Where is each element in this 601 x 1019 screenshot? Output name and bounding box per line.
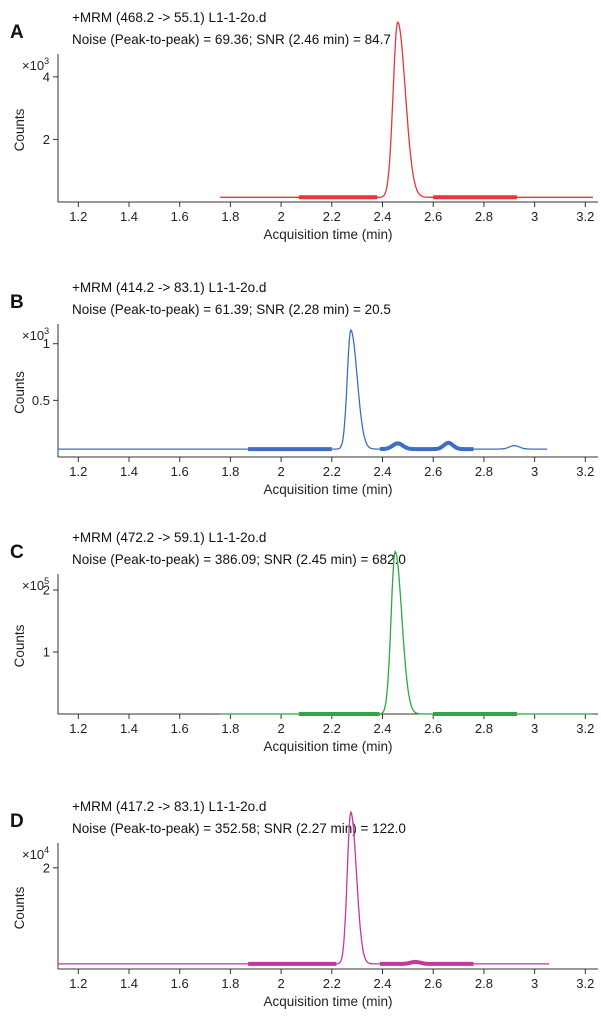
chart-title: +MRM (472.2 -> 59.1) L1-1-2o.d — [72, 530, 266, 545]
chart-panel-c: C +MRM (472.2 -> 59.1) L1-1-2o.d Noise (Pe… — [0, 508, 601, 762]
x-tick-label: 1.6 — [171, 464, 189, 479]
y-multiplier: ×103 — [22, 326, 49, 343]
x-tick-label: 1.2 — [69, 209, 87, 224]
y-multiplier: ×104 — [22, 845, 49, 862]
x-tick-label: 3.2 — [576, 209, 594, 224]
x-tick-label: 1.6 — [171, 209, 189, 224]
y-tick-label: 2 — [43, 860, 50, 875]
x-tick-label: 3 — [531, 209, 538, 224]
x-tick-label: 2 — [277, 721, 284, 736]
x-tick-label: 1.8 — [221, 464, 239, 479]
x-tick-label: 3.2 — [576, 464, 594, 479]
x-tick-label: 2.6 — [424, 721, 442, 736]
y-axis-title: Counts — [12, 371, 27, 414]
x-tick-label: 2.6 — [424, 976, 442, 991]
x-tick-label: 2 — [277, 209, 284, 224]
y-multiplier: ×105 — [22, 576, 49, 593]
x-tick-label: 2.4 — [373, 209, 391, 224]
x-tick-label: 2.2 — [323, 464, 341, 479]
x-tick-label: 2.2 — [323, 976, 341, 991]
x-tick-label: 1.6 — [171, 721, 189, 736]
chart-c-svg: C +MRM (472.2 -> 59.1) L1-1-2o.d Noise (Pe… — [10, 530, 598, 754]
x-tick-label: 1.8 — [221, 209, 239, 224]
chart-subtitle: Noise (Peak-to-peak) = 386.09; SNR (2.45… — [72, 552, 406, 567]
panel-letter: C — [10, 542, 24, 563]
y-tick-label: 1 — [43, 645, 50, 660]
chart-panel-a: A +MRM (468.2 -> 55.1) L1-1-2o.d Noise (Pe… — [0, 0, 601, 254]
x-tick-label: 3 — [531, 976, 538, 991]
y-axis-title: Counts — [12, 886, 27, 929]
x-tick-label: 2 — [277, 976, 284, 991]
chart-d-svg: D +MRM (417.2 -> 83.1) L1-1-2o.d Noise (Pe… — [10, 799, 598, 1009]
y-multiplier: ×103 — [22, 56, 49, 73]
x-tick-label: 1.4 — [120, 976, 138, 991]
y-tick-label: 2 — [43, 583, 50, 598]
x-tick-label: 2 — [277, 464, 284, 479]
x-tick-label: 1.8 — [221, 721, 239, 736]
x-tick-label: 1.4 — [120, 721, 138, 736]
x-axis-title: Acquisition time (min) — [263, 227, 392, 242]
x-tick-label: 3 — [531, 464, 538, 479]
y-axis-title: Counts — [12, 108, 27, 151]
x-tick-label: 2.4 — [373, 976, 391, 991]
x-tick-label: 1.2 — [69, 976, 87, 991]
noise-region — [379, 440, 474, 452]
chart-title: +MRM (468.2 -> 55.1) L1-1-2o.d — [72, 10, 266, 25]
chart-a-svg: A +MRM (468.2 -> 55.1) L1-1-2o.d Noise (Pe… — [10, 10, 598, 242]
chart-subtitle: Noise (Peak-to-peak) = 69.36; SNR (2.46 … — [72, 32, 391, 47]
x-tick-label: 2.4 — [373, 721, 391, 736]
x-tick-label: 1.2 — [69, 721, 87, 736]
chart-title: +MRM (417.2 -> 83.1) L1-1-2o.d — [72, 799, 266, 814]
x-tick-label: 1.2 — [69, 464, 87, 479]
chart-panel-b: B +MRM (414.2 -> 83.1) L1-1-2o.d Noise (Pe… — [0, 254, 601, 508]
x-tick-label: 2.6 — [424, 464, 442, 479]
series-trace — [220, 550, 593, 715]
series-trace — [220, 21, 593, 198]
x-tick-label: 1.6 — [171, 976, 189, 991]
panel-letter: D — [10, 811, 24, 832]
y-axis-title: Counts — [12, 624, 27, 667]
x-tick-label: 1.8 — [221, 976, 239, 991]
x-axis-title: Acquisition time (min) — [263, 739, 392, 754]
x-tick-label: 3.2 — [576, 721, 594, 736]
chart-b-svg: B +MRM (414.2 -> 83.1) L1-1-2o.d Noise (Pe… — [10, 280, 598, 497]
chart-panel-d: D +MRM (417.2 -> 83.1) L1-1-2o.d Noise (Pe… — [0, 762, 601, 1016]
x-tick-label: 2.8 — [475, 721, 493, 736]
x-tick-label: 2.2 — [323, 721, 341, 736]
series-trace — [58, 328, 547, 450]
x-tick-label: 2.2 — [323, 209, 341, 224]
y-tick-label: 4 — [43, 69, 50, 84]
x-tick-label: 1.4 — [120, 464, 138, 479]
x-tick-label: 3 — [531, 721, 538, 736]
x-axis-title: Acquisition time (min) — [263, 994, 392, 1009]
x-axis-title: Acquisition time (min) — [263, 482, 392, 497]
x-tick-label: 2.8 — [475, 976, 493, 991]
x-tick-label: 1.4 — [120, 209, 138, 224]
y-tick-label: 0.5 — [32, 393, 50, 408]
y-tick-label: 2 — [43, 132, 50, 147]
chart-subtitle: Noise (Peak-to-peak) = 352.58; SNR (2.27… — [72, 821, 406, 836]
y-tick-label: 1 — [43, 336, 50, 351]
x-tick-label: 3.2 — [576, 976, 594, 991]
x-tick-label: 2.8 — [475, 464, 493, 479]
panel-letter: B — [10, 292, 24, 313]
x-tick-label: 2.4 — [373, 464, 391, 479]
x-tick-label: 2.8 — [475, 209, 493, 224]
noise-region — [380, 959, 474, 966]
chart-title: +MRM (414.2 -> 83.1) L1-1-2o.d — [72, 280, 266, 295]
chart-subtitle: Noise (Peak-to-peak) = 61.39; SNR (2.28 … — [72, 302, 391, 317]
panel-letter: A — [10, 22, 24, 43]
x-tick-label: 2.6 — [424, 209, 442, 224]
